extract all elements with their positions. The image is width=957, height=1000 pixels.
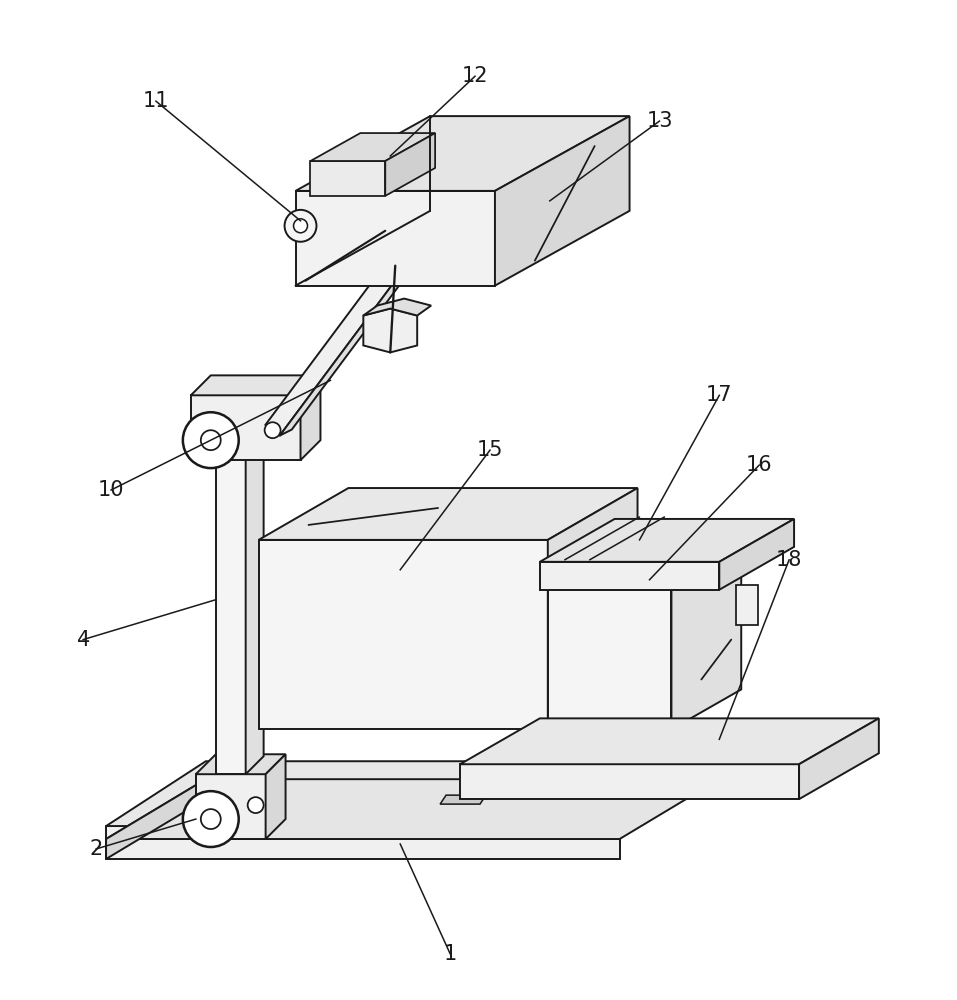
Polygon shape (364, 299, 432, 316)
Polygon shape (736, 585, 758, 625)
Text: 15: 15 (477, 440, 503, 460)
Polygon shape (547, 488, 637, 729)
Polygon shape (460, 718, 879, 764)
Circle shape (265, 422, 280, 438)
Circle shape (284, 210, 317, 242)
Polygon shape (540, 519, 794, 562)
Polygon shape (106, 779, 720, 839)
Polygon shape (296, 191, 495, 286)
Polygon shape (386, 133, 435, 196)
Circle shape (294, 219, 307, 233)
Polygon shape (547, 580, 672, 729)
Polygon shape (106, 779, 206, 859)
Polygon shape (355, 221, 429, 240)
Polygon shape (196, 754, 285, 774)
Text: 12: 12 (462, 66, 488, 86)
Polygon shape (258, 540, 547, 729)
Circle shape (201, 430, 221, 450)
Text: 2: 2 (90, 839, 102, 859)
Text: 10: 10 (98, 480, 124, 500)
Polygon shape (106, 839, 619, 859)
Polygon shape (215, 415, 246, 774)
Polygon shape (495, 116, 630, 286)
Text: 18: 18 (776, 550, 802, 570)
Polygon shape (190, 375, 321, 395)
Text: 4: 4 (77, 630, 90, 650)
Polygon shape (246, 397, 263, 774)
Polygon shape (547, 540, 742, 580)
Circle shape (183, 412, 238, 468)
Polygon shape (279, 265, 414, 436)
Polygon shape (190, 395, 300, 460)
Circle shape (201, 809, 221, 829)
Text: 16: 16 (746, 455, 772, 475)
Polygon shape (196, 774, 266, 839)
Polygon shape (672, 540, 742, 729)
Polygon shape (460, 764, 799, 799)
Polygon shape (300, 375, 321, 460)
Polygon shape (266, 754, 285, 839)
Polygon shape (310, 161, 386, 196)
Polygon shape (799, 718, 879, 799)
Text: 1: 1 (443, 944, 456, 964)
Polygon shape (265, 260, 403, 436)
Polygon shape (364, 309, 417, 352)
Polygon shape (440, 795, 486, 804)
Polygon shape (310, 133, 435, 161)
Polygon shape (720, 519, 794, 590)
Polygon shape (355, 231, 415, 281)
Text: 11: 11 (143, 91, 169, 111)
Polygon shape (296, 116, 630, 191)
Text: 13: 13 (646, 111, 673, 131)
Polygon shape (106, 761, 720, 826)
Polygon shape (540, 562, 720, 590)
Text: 17: 17 (706, 385, 732, 405)
Polygon shape (106, 826, 619, 844)
Polygon shape (258, 488, 637, 540)
Circle shape (248, 797, 263, 813)
Circle shape (183, 791, 238, 847)
